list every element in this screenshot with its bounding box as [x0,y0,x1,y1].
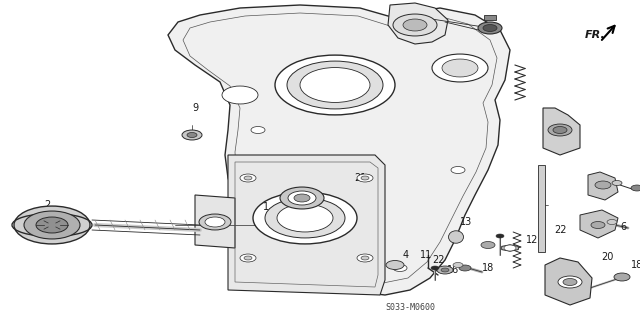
Circle shape [437,266,453,274]
Circle shape [403,19,427,31]
Polygon shape [195,195,235,248]
Circle shape [441,268,449,272]
Circle shape [478,22,502,34]
Circle shape [199,214,231,230]
Circle shape [205,217,225,227]
Circle shape [612,181,622,185]
Circle shape [187,132,197,137]
Circle shape [357,254,373,262]
Circle shape [595,181,611,189]
Bar [484,15,496,20]
Circle shape [275,55,395,115]
Circle shape [453,263,463,268]
Circle shape [591,221,605,228]
Circle shape [277,204,333,232]
Circle shape [432,54,488,82]
Circle shape [548,124,572,136]
Text: 11: 11 [420,250,432,260]
Circle shape [607,219,617,225]
Circle shape [287,61,383,109]
Polygon shape [388,3,448,44]
Circle shape [182,130,202,140]
Circle shape [240,254,256,262]
Circle shape [265,198,345,238]
Circle shape [288,191,316,205]
Polygon shape [545,258,592,305]
Circle shape [558,276,582,288]
Text: 22: 22 [432,255,445,265]
Circle shape [483,25,497,32]
Text: 6: 6 [620,222,626,232]
Circle shape [357,174,373,182]
Circle shape [504,245,516,251]
Circle shape [442,59,478,77]
Circle shape [280,187,324,209]
Circle shape [496,234,504,238]
Circle shape [253,192,357,244]
Text: 1: 1 [263,202,269,212]
Ellipse shape [449,231,463,243]
Text: 20: 20 [601,252,613,262]
Text: FR.: FR. [585,30,605,40]
Circle shape [481,241,495,249]
Text: S033-M0600: S033-M0600 [385,303,435,313]
Circle shape [431,266,439,270]
Text: 9: 9 [192,103,198,113]
Polygon shape [502,245,518,251]
Circle shape [361,176,369,180]
Circle shape [36,217,68,233]
Circle shape [361,256,369,260]
Circle shape [222,86,258,104]
Text: 18: 18 [631,260,640,270]
Text: 12: 12 [526,235,538,245]
Circle shape [294,194,310,202]
Circle shape [251,127,265,133]
Bar [538,165,545,252]
Circle shape [24,211,80,239]
Circle shape [614,273,630,281]
Polygon shape [168,5,510,295]
Circle shape [451,167,465,174]
Polygon shape [543,108,580,155]
Text: 21: 21 [354,173,366,183]
Circle shape [553,127,567,133]
Circle shape [563,278,577,286]
Circle shape [244,176,252,180]
Circle shape [300,68,370,102]
Polygon shape [580,210,618,238]
Circle shape [393,264,407,271]
Text: 22: 22 [554,225,566,235]
Circle shape [631,185,640,191]
Circle shape [240,174,256,182]
Text: 13: 13 [460,217,472,227]
Text: 4: 4 [403,250,409,260]
Text: 2: 2 [44,200,51,210]
Text: 16: 16 [447,265,460,275]
Circle shape [393,14,437,36]
Polygon shape [588,172,618,200]
Text: 18: 18 [482,263,494,273]
Circle shape [244,256,252,260]
Circle shape [14,206,90,244]
Circle shape [386,261,404,270]
Polygon shape [228,155,385,295]
Circle shape [459,265,471,271]
